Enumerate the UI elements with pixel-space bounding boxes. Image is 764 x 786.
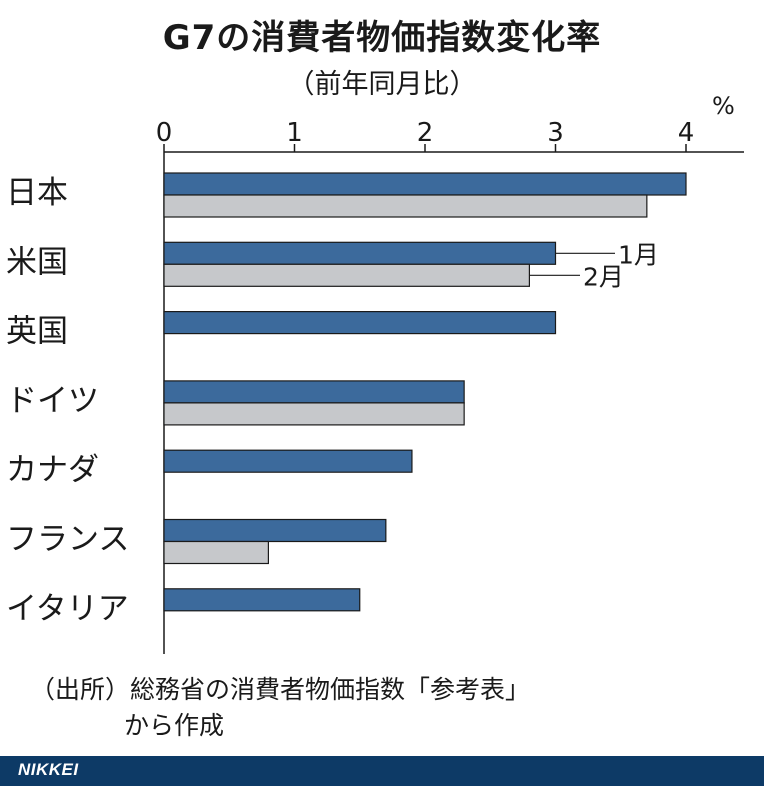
tick-label: 0 [156,118,173,148]
category-label: カナダ [6,452,99,488]
tick-label: 3 [547,118,564,148]
series-label: 1月 [618,240,659,269]
bar-jan [163,172,687,196]
tick-label: 2 [417,118,434,148]
bar-jan [163,588,361,612]
bars [163,172,687,612]
source-note: （出所）総務省の消費者物価指数「参考表」 から作成 [30,672,530,744]
category-label: イタリア [6,591,129,627]
bar-jan [163,241,557,265]
bar-jan [163,449,413,473]
source-line-1: （出所）総務省の消費者物価指数「参考表」 [30,675,531,704]
chart-title: G7の消費者物価指数変化率 [162,18,602,58]
bar-jan [163,380,465,404]
tick-label: 1 [286,118,303,148]
series-label: 2月 [583,262,624,291]
bar-jan [163,311,557,335]
nikkei-logo: NIKKEI [18,760,79,779]
bar-feb [163,540,270,565]
tick-label: 4 [678,118,695,148]
bar-feb [163,402,465,426]
bar-jan [163,518,387,543]
tick-labels: 0 1 2 3 4 [156,118,695,148]
source-line-2: から作成 [124,711,225,740]
category-label: ドイツ [6,383,99,419]
category-label: フランス [6,522,129,558]
footer-bar: NIKKEI [0,756,764,786]
category-label: 日本 [6,175,68,211]
bar-feb [163,263,530,287]
bar-feb [163,194,648,218]
category-label: 英国 [6,314,68,350]
chart-subtitle: （前年同月比） [287,69,477,100]
unit-label: % [712,92,735,120]
category-label: 米国 [6,244,68,280]
